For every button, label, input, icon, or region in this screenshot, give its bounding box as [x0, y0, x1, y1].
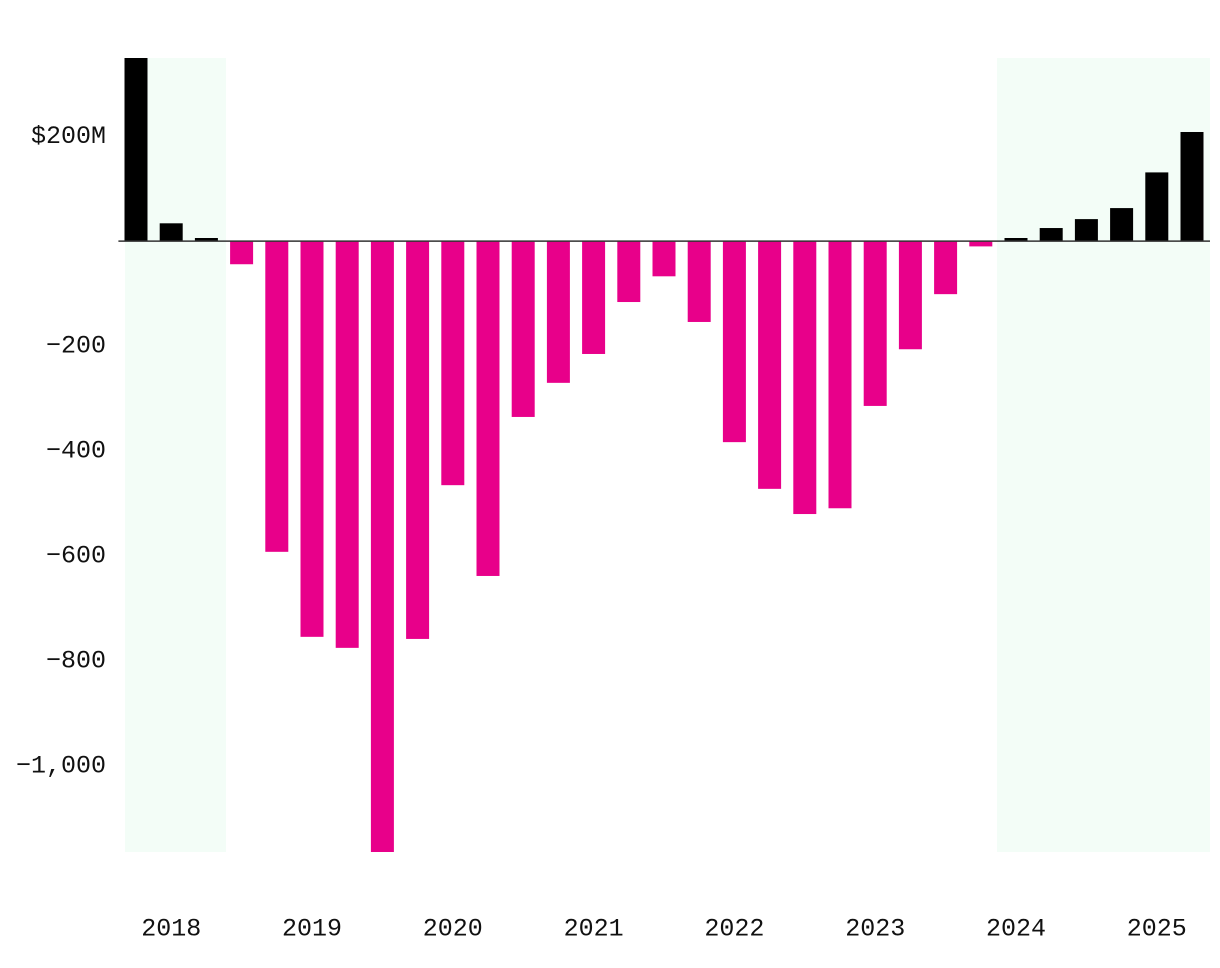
x-tick-label: 2018 [141, 915, 201, 944]
bar [1004, 238, 1028, 242]
y-tick-label: −400 [46, 437, 106, 466]
bar [758, 241, 782, 489]
bar [582, 241, 606, 354]
x-tick-label: 2019 [282, 915, 342, 944]
y-tick-label: −600 [46, 542, 106, 571]
bar [722, 241, 746, 443]
bar [265, 241, 289, 552]
bar [546, 241, 570, 383]
y-tick-label: −1,000 [16, 752, 106, 781]
x-tick-label: 2024 [986, 915, 1046, 944]
bar [863, 241, 887, 406]
bar [124, 58, 148, 242]
y-tick-label: −800 [46, 647, 106, 676]
bar [793, 241, 817, 515]
bar [1110, 208, 1134, 242]
bar [1180, 131, 1204, 242]
shaded-period [997, 58, 1210, 852]
bar [406, 241, 430, 639]
x-tick-label: 2023 [845, 915, 905, 944]
x-tick-label: 2021 [564, 915, 624, 944]
y-tick-label: $200M [31, 122, 106, 151]
bar [934, 241, 958, 295]
bar [230, 241, 254, 265]
bar [687, 241, 711, 322]
bar [1145, 172, 1169, 242]
bar [969, 241, 993, 247]
bar [300, 241, 324, 637]
x-tick-label: 2020 [423, 915, 483, 944]
bar [652, 241, 676, 277]
bar [441, 241, 465, 486]
x-tick-label: 2025 [1127, 915, 1187, 944]
bar [370, 241, 394, 853]
bar [617, 241, 641, 303]
bar [898, 241, 922, 350]
bar [1074, 219, 1098, 242]
bar [476, 241, 500, 576]
bar [511, 241, 535, 417]
bar [159, 223, 183, 242]
x-tick-label: 2022 [704, 915, 764, 944]
bar [335, 241, 359, 648]
bar [194, 238, 218, 242]
bar [828, 241, 852, 509]
y-tick-label: −200 [46, 332, 106, 361]
bar [1039, 228, 1063, 242]
